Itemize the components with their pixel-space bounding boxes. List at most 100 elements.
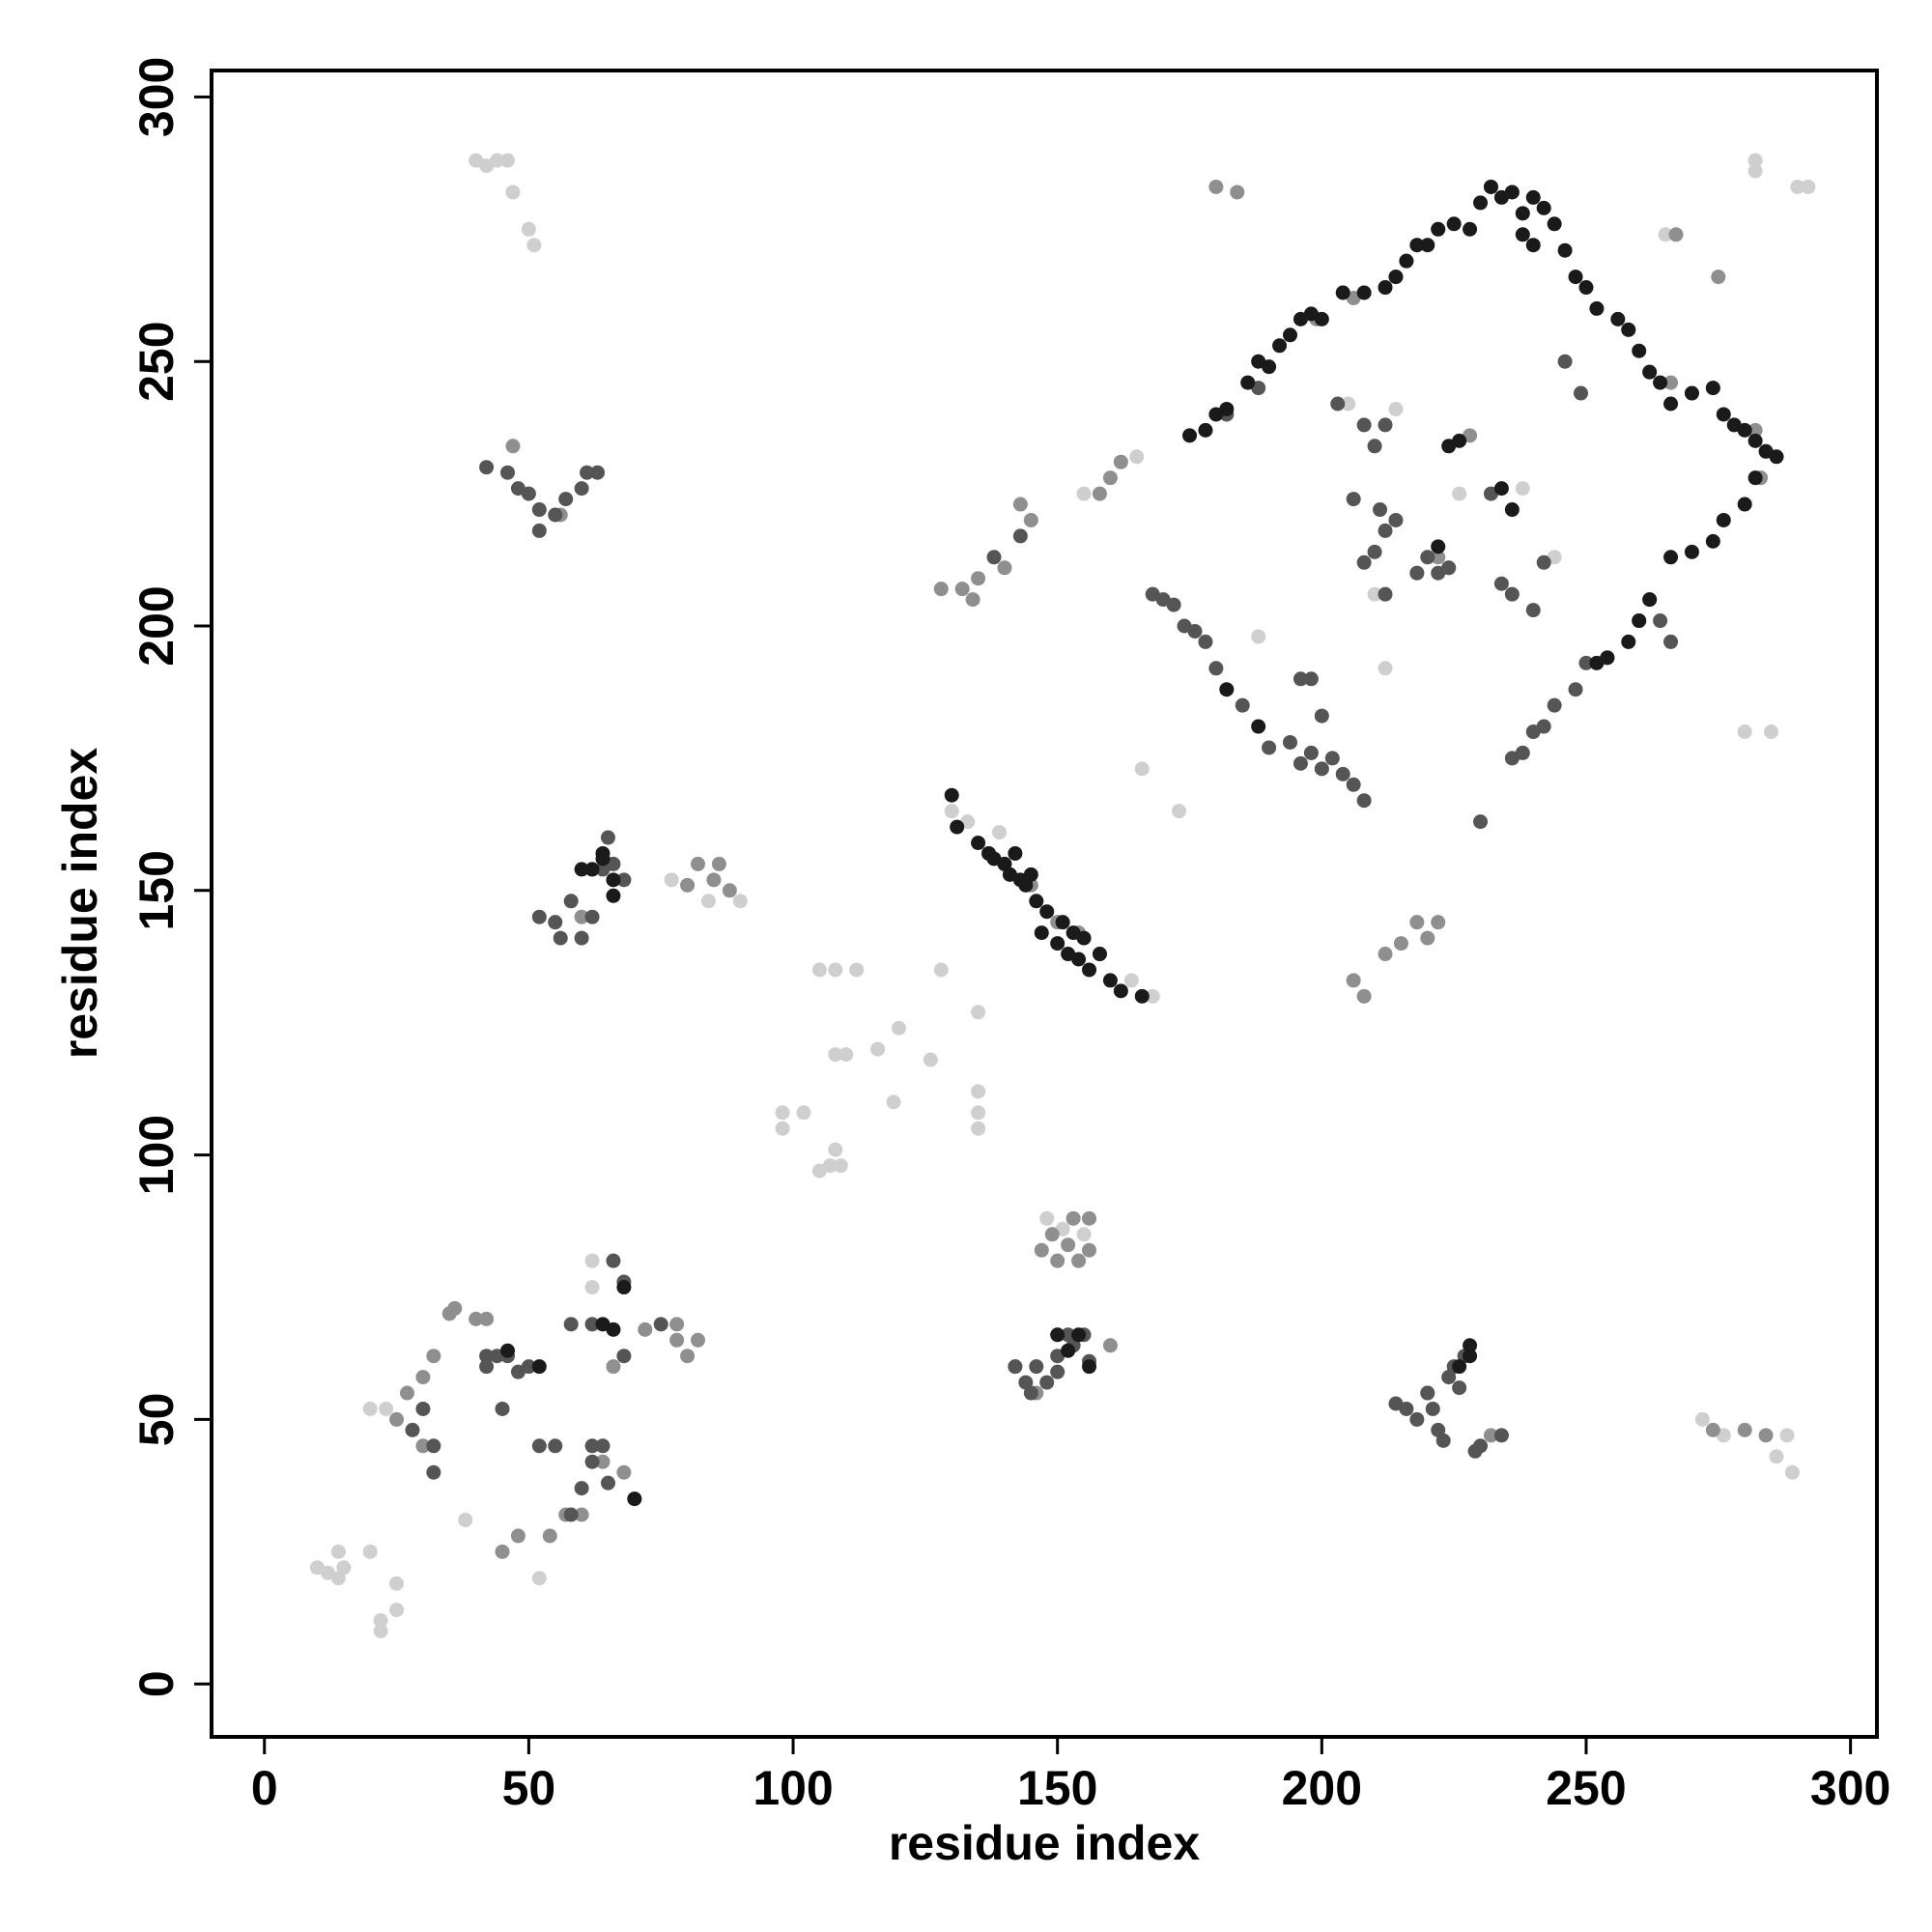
point [574,909,589,924]
point [1435,1433,1451,1448]
point [1589,300,1605,316]
point [1452,486,1467,501]
point [595,851,611,867]
point [1050,936,1065,952]
point [584,1253,600,1268]
point [1356,988,1372,1004]
point [574,862,589,877]
point [1493,1428,1509,1443]
point [479,1311,495,1326]
x-axis-title: residue index [889,1816,1201,1870]
x-tick-label: 50 [502,1761,556,1815]
point [1240,375,1256,390]
point [1463,1338,1478,1353]
point [531,1359,547,1375]
point [1452,433,1467,448]
point [373,1613,388,1629]
point [1303,671,1319,687]
point [923,1052,938,1067]
point [680,1349,696,1364]
point [1113,454,1128,469]
point [574,1481,589,1496]
point [711,856,726,871]
point [1705,381,1720,396]
point [1219,682,1235,697]
point [479,1349,495,1364]
point [1589,655,1605,670]
point [526,238,542,253]
point [1113,983,1128,999]
point [1483,179,1498,194]
point [1039,1375,1055,1390]
point [1525,603,1541,618]
point [510,1528,526,1544]
x-tick-label: 100 [753,1761,833,1815]
point [1557,354,1573,369]
point [447,1300,463,1316]
point [1356,554,1372,570]
point [1547,697,1562,713]
point [1663,634,1679,649]
point [330,1544,346,1559]
point [1663,375,1679,390]
point [1504,586,1520,602]
point [1034,925,1049,941]
point [1230,185,1245,200]
point [1082,1359,1097,1375]
point [775,1121,790,1136]
point [1208,661,1224,676]
point [362,1401,378,1416]
point [1102,1338,1118,1353]
point [584,909,600,924]
point [1008,1359,1023,1375]
point [1747,433,1763,448]
point [505,439,521,454]
point [1378,947,1393,962]
point [775,1105,790,1121]
point [499,1343,515,1358]
point [584,1280,600,1295]
point [379,1401,394,1416]
point [1251,719,1266,734]
point [1335,766,1350,781]
point [1208,179,1224,194]
point [563,1317,579,1332]
point [1705,533,1720,549]
point [1034,1242,1049,1258]
point [490,153,505,168]
point [1346,492,1361,507]
point [405,1422,420,1437]
point [669,1332,685,1348]
point [479,1359,495,1375]
point [1621,322,1636,337]
point [373,1623,388,1638]
point [1102,973,1118,988]
point [1373,502,1388,518]
point [362,1544,378,1559]
plot-frame [210,69,1879,1739]
point [1663,396,1679,412]
y-axis-title: residue index [53,748,107,1060]
point [531,1438,547,1454]
point [638,1321,653,1337]
point [1504,185,1520,200]
point [732,894,748,909]
point [415,1370,431,1385]
point [590,465,606,480]
point [1705,1422,1720,1437]
point [1642,364,1658,380]
point [1082,1210,1097,1226]
point [1071,952,1087,967]
point [531,1571,547,1586]
point [1452,1359,1467,1375]
point [700,894,716,909]
point [1367,544,1382,559]
point [1330,396,1346,412]
point [574,481,589,497]
point [499,153,515,168]
x-tick-label: 150 [1017,1761,1097,1815]
point [606,872,621,888]
point [584,1317,600,1332]
point [971,1084,986,1099]
point [1134,988,1150,1004]
